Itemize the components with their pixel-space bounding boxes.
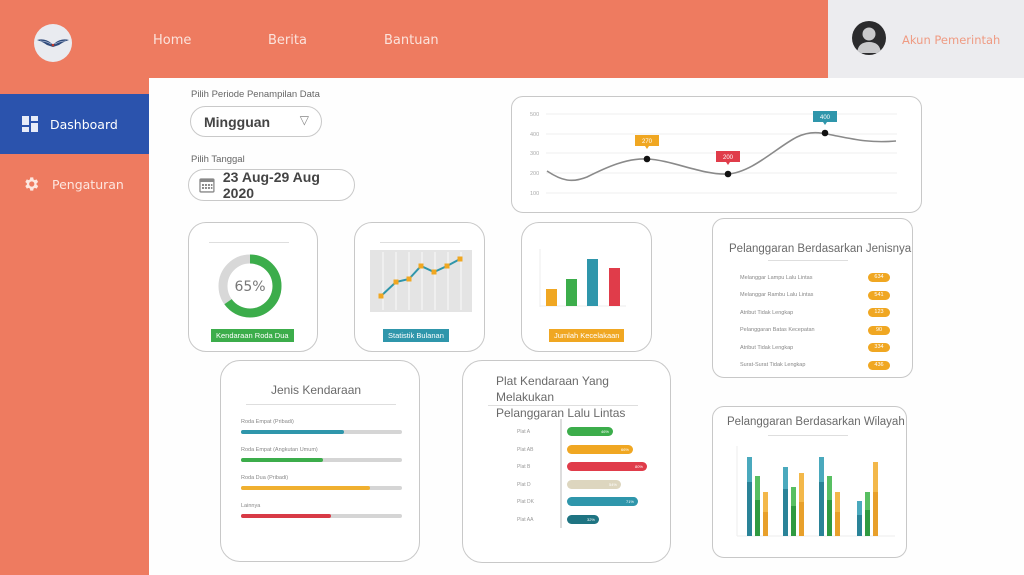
plates-bar-chart: Plat A Plat AB Plat B Plat D Plat DK Pla… <box>517 419 647 528</box>
violation-list: Melanggar Lampu Lalu Lintas 634 Melangga… <box>740 269 890 374</box>
nav-home[interactable]: Home <box>153 33 192 48</box>
donut-label: Kendaraan Roda Dua <box>211 329 294 342</box>
svg-text:270: 270 <box>642 139 653 145</box>
progress-item: Roda Dua (Pribadi) <box>241 475 402 503</box>
svg-text:80%: 80% <box>635 464 643 469</box>
monthly-stats-card[interactable]: Statistik Bulanan <box>354 222 485 352</box>
card-divider <box>768 260 848 261</box>
card-title: Pelanggaran Berdasarkan Jenisnya <box>729 243 912 255</box>
sidebar-item-dashboard[interactable]: Dashboard <box>0 94 149 154</box>
svg-text:65%: 65% <box>234 279 265 295</box>
svg-text:200: 200 <box>723 155 734 161</box>
trend-line-chart-card: 500 400 300 200 100 270 200 <box>511 96 922 213</box>
card-divider <box>246 404 396 405</box>
svg-text:Plat B: Plat B <box>517 464 531 470</box>
vehicle-progress-list: Roda Empat (Pribadi) Roda Empat (Angkuta… <box>241 419 402 531</box>
chevron-down-icon: ▽ <box>299 113 309 127</box>
card-divider <box>380 242 460 243</box>
svg-text:Plat D: Plat D <box>517 482 531 488</box>
nav-bantuan[interactable]: Bantuan <box>384 33 439 48</box>
count-badge: 334 <box>868 343 890 353</box>
card-divider <box>209 242 289 243</box>
y-tick: 100 <box>530 191 539 197</box>
progress-item: Roda Empat (Pribadi) <box>241 419 402 447</box>
list-item: Atribut Tidak Lengkap 123 <box>740 304 890 322</box>
count-badge: 541 <box>868 290 890 300</box>
svg-text:400: 400 <box>820 115 831 121</box>
y-tick: 500 <box>530 112 539 118</box>
count-badge: 123 <box>868 308 890 318</box>
date-value: 23 Aug-29 Aug 2020 <box>222 169 320 201</box>
sidebar-item-label: Dashboard <box>50 116 118 132</box>
y-tick: 200 <box>530 171 539 177</box>
user-avatar-icon[interactable] <box>852 21 886 55</box>
svg-text:32%: 32% <box>587 517 595 522</box>
calendar-icon <box>199 178 215 193</box>
donut-chart: 65% <box>218 254 282 318</box>
logo[interactable] <box>34 24 72 62</box>
period-select[interactable]: Mingguan ▽ <box>190 106 322 137</box>
trend-line-chart: 500 400 300 200 100 270 200 <box>530 111 897 197</box>
monthly-line-chart <box>370 250 472 312</box>
annotation-200: 200 <box>716 151 740 165</box>
period-value: Mingguan <box>204 113 271 130</box>
list-item: Melanggar Rambu Lalu Lintas 541 <box>740 287 890 305</box>
card-divider <box>488 405 638 406</box>
svg-text:Plat A: Plat A <box>517 429 531 435</box>
gear-icon <box>25 177 39 191</box>
card-divider <box>768 435 848 436</box>
sidebar-item-pengaturan[interactable]: Pengaturan <box>0 154 149 214</box>
sidebar: Dashboard Pengaturan <box>0 78 149 575</box>
vehicle-types-card: Jenis Kendaraan Roda Empat (Pribadi) Rod… <box>220 360 420 562</box>
list-item: Pelanggaran Batas Kecepatan 90 <box>740 322 890 340</box>
svg-text:Plat DK: Plat DK <box>517 499 535 505</box>
accidents-label: Jumlah Kecelakaan <box>549 329 625 342</box>
svg-text:Plat AB: Plat AB <box>517 447 534 453</box>
nav-berita[interactable]: Berita <box>268 33 307 48</box>
card-title: Plat Kendaraan Yang Melakukan Pelanggara… <box>496 374 626 420</box>
card-title: Pelanggaran Berdasarkan Wilayah <box>727 416 905 428</box>
count-badge: 90 <box>868 325 890 335</box>
progress-item: Roda Empat (Angkutan Umum) <box>241 447 402 475</box>
count-badge: 634 <box>868 273 890 283</box>
svg-text:54%: 54% <box>609 482 617 487</box>
y-tick: 300 <box>530 151 539 157</box>
svg-text:Plat AA: Plat AA <box>517 517 534 523</box>
annotation-270: 270 <box>635 135 659 149</box>
date-picker[interactable]: 23 Aug-29 Aug 2020 <box>188 169 355 201</box>
annotation-400: 400 <box>813 111 837 125</box>
list-item: Melanggar Lampu Lalu Lintas 634 <box>740 269 890 287</box>
accidents-card[interactable]: Jumlah Kecelakaan <box>521 222 652 352</box>
svg-text:71%: 71% <box>626 499 634 504</box>
period-label: Pilih Periode Penampilan Data <box>191 89 320 100</box>
accidents-bar-chart <box>539 249 626 307</box>
date-label: Pilih Tanggal <box>191 154 245 165</box>
region-bar-chart <box>736 446 895 537</box>
y-tick: 400 <box>530 132 539 138</box>
violation-types-card: Pelanggaran Berdasarkan Jenisnya Melangg… <box>712 218 913 378</box>
plates-card: Plat Kendaraan Yang Melakukan Pelanggara… <box>462 360 671 563</box>
region-card: Pelanggaran Berdasarkan Wilayah <box>712 406 907 558</box>
count-badge: 436 <box>868 360 890 370</box>
list-item: Surat-Surat Tidak Lengkap 436 <box>740 357 890 375</box>
account-menu[interactable]: Akun Pemerintah <box>828 0 1024 78</box>
svg-text:46%: 46% <box>601 429 609 434</box>
list-item: Atribut Tidak Lengkap 334 <box>740 339 890 357</box>
sidebar-item-label: Pengaturan <box>52 176 124 192</box>
monthly-label: Statistik Bulanan <box>383 329 449 342</box>
card-title: Jenis Kendaraan <box>271 383 362 397</box>
top-navbar: Home Berita Bantuan <box>0 0 828 78</box>
eagle-logo-icon <box>37 39 69 47</box>
account-name[interactable]: Akun Pemerintah <box>902 33 1001 47</box>
svg-text:66%: 66% <box>621 447 629 452</box>
progress-item: Lainnya <box>241 503 402 531</box>
dashboard-icon <box>22 116 38 132</box>
donut-card[interactable]: 65% Kendaraan Roda Dua <box>188 222 318 352</box>
